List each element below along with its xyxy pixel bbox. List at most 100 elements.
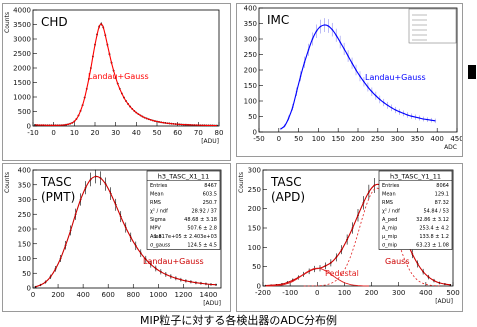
chd-fit-label: Landau+Gauss bbox=[88, 72, 149, 81]
tasc_apd-y-tick-label: 250 bbox=[248, 186, 261, 194]
tasc-apd-gauss-curve bbox=[303, 187, 440, 287]
tasc_apd-x-tick-label: 100 bbox=[338, 289, 351, 297]
tasc_pmt-x-tick-label: 1200 bbox=[174, 291, 192, 299]
tasc_pmt-x-tick-label: 1400 bbox=[200, 291, 218, 299]
imc-y-tick-label: 250 bbox=[244, 51, 257, 59]
tasc_apd-stats-key: Entries bbox=[382, 183, 400, 189]
tasc_apd-stats-value: 87.32 bbox=[435, 200, 449, 206]
tasc_pmt-x-tick-label: 600 bbox=[102, 291, 115, 299]
tasc_apd-stats-key: RMS bbox=[382, 200, 393, 206]
tasc_pmt-stats-value: 1.817e+05 ± 2.403e+03 bbox=[154, 234, 217, 240]
tasc_apd-x-tick-label: 300 bbox=[392, 289, 405, 297]
chd-x-tick-label: 70 bbox=[194, 129, 203, 137]
tasc_apd-stats-value: 54.84 / 53 bbox=[423, 209, 449, 215]
imc-y-tick-label: 150 bbox=[244, 82, 257, 90]
tasc_pmt-stats-value: 603.5 bbox=[203, 192, 217, 198]
chd-fit-curve bbox=[34, 23, 217, 127]
tasc_apd-stats-value: 8064 bbox=[436, 183, 449, 189]
tasc_apd-stats-key: σ_mip bbox=[382, 243, 397, 249]
tasc_pmt-x-tick-label: 400 bbox=[76, 291, 89, 299]
imc-adc-histogram: -50 0 50 100 150 200 250 300 350 400 4500501001502… bbox=[244, 5, 463, 152]
tasc_apd-y-tick-label: 50 bbox=[252, 263, 261, 271]
tasc_pmt-stats-key: σ_gauss bbox=[150, 243, 171, 249]
chd-y-tick-label: 3000 bbox=[13, 36, 31, 44]
chd-y-tick-label: 3500 bbox=[13, 21, 31, 29]
tasc_apd-stats-key: χ² / ndf bbox=[382, 209, 400, 215]
tasc-apd-panel: -200 -100 0 100 200 300 400 500 0 50 100 150 200 250 3… bbox=[236, 163, 463, 312]
tasc_apd-stats-key: Mean bbox=[382, 192, 396, 198]
tasc_pmt-stats-title: h3_TASC_X1_11 bbox=[158, 173, 209, 181]
tasc_pmt-stats-key: χ² / ndf bbox=[150, 209, 168, 215]
tasc_apd-y-axis-label: Counts bbox=[238, 172, 245, 193]
tasc_apd-x-tick-label: -100 bbox=[282, 289, 298, 297]
chd-x-tick-label: 80 bbox=[215, 129, 224, 137]
chd-panel-title: CHD bbox=[41, 15, 68, 29]
chd-adc-histogram: -10 0 10 20 30 40 50 60 70 8005001000150020002500… bbox=[4, 7, 224, 146]
tasc_apd-stats-value: 63.23 ± 1.08 bbox=[416, 243, 449, 249]
tasc_pmt-stats-key: Sigma bbox=[150, 217, 166, 223]
imc-x-tick-label: 0 bbox=[277, 135, 281, 143]
tasc-pmt-adc-histogram: 0 200 400 600 800 1000 1200 1400 0 50 100 150 200 250… bbox=[4, 167, 222, 307]
imc-y-tick-label: 100 bbox=[244, 98, 257, 106]
chd-panel: -10 0 10 20 30 40 50 60 70 80 0 500 1000 1500 2000 2500… bbox=[2, 3, 231, 161]
tasc-apd-pedestal-label: Pedestal bbox=[325, 269, 359, 278]
chd-x-tick-label: 0 bbox=[51, 129, 55, 137]
tasc_pmt-fit-label: Landau+Gauss bbox=[143, 257, 204, 266]
imc-x-tick-label: 400 bbox=[431, 135, 444, 143]
tasc_pmt-panel-subtitle: (PMT) bbox=[41, 190, 75, 204]
chd-x-tick-label: 10 bbox=[70, 129, 79, 137]
tasc_apd-stats-key: μ_mip bbox=[382, 234, 397, 240]
tasc_pmt-y-tick-label: 250 bbox=[18, 211, 31, 219]
tasc-apd-adc-histogram: -200 -100 0 100 200 300 400 500 0 50 100 150 200 250 3… bbox=[238, 167, 460, 306]
tasc_pmt-y-tick-label: 300 bbox=[18, 196, 31, 204]
imc-y-tick-label: 50 bbox=[248, 113, 257, 121]
chd-y-tick-label: 0 bbox=[27, 123, 31, 131]
tasc_pmt-y-tick-label: 150 bbox=[18, 240, 31, 248]
chd-x-axis-label: [ADU] bbox=[201, 138, 219, 145]
tasc_apd-stats-key: A_ped bbox=[382, 217, 397, 223]
tasc_pmt-stats-key: Mean bbox=[150, 192, 164, 198]
tasc_pmt-stats-box bbox=[146, 170, 221, 250]
imc-x-tick-label: 250 bbox=[371, 135, 384, 143]
imc-x-tick-label: 100 bbox=[312, 135, 325, 143]
imc-stats-box bbox=[408, 8, 457, 44]
tasc_pmt-x-axis-label: [ADU] bbox=[203, 300, 221, 307]
chd-x-tick-label: -10 bbox=[27, 129, 38, 137]
chd-y-tick-label: 500 bbox=[18, 108, 31, 116]
tasc_apd-x-tick-label: 500 bbox=[446, 289, 459, 297]
imc-x-tick-label: 150 bbox=[332, 135, 345, 143]
tasc_pmt-stats-value: 28.92 / 37 bbox=[191, 209, 217, 215]
tasc_apd-y-tick-label: 100 bbox=[248, 244, 261, 252]
tasc_apd-fit-curve bbox=[265, 183, 451, 287]
tasc_apd-x-tick-label: 0 bbox=[315, 289, 319, 297]
tasc_apd-y-tick-label: 300 bbox=[248, 167, 261, 175]
chd-x-tick-label: 40 bbox=[132, 129, 141, 137]
tasc_apd-panel-title: TASC bbox=[270, 175, 302, 189]
tasc_pmt-stats-key: RMS bbox=[150, 200, 161, 206]
imc-y-tick-label: 400 bbox=[244, 5, 257, 13]
chd-y-tick-label: 2000 bbox=[13, 65, 31, 73]
tasc_apd-stats-value: 133.8 ± 1.2 bbox=[419, 234, 449, 240]
tasc_apd-stats-key: A_mip bbox=[382, 226, 397, 232]
imc-fit-curve bbox=[280, 24, 436, 130]
tasc_apd-fit-label: Gauss bbox=[385, 257, 410, 266]
imc-y-tick-label: 200 bbox=[244, 67, 257, 75]
tasc-pmt-panel: 0 200 400 600 800 1000 1200 1400 0 50 100 150 200 250… bbox=[2, 163, 231, 312]
tasc_apd-stats-value: 32.86 ± 3.12 bbox=[416, 217, 449, 223]
chd-x-tick-label: 20 bbox=[91, 129, 100, 137]
tasc_pmt-stats-value: 48.68 ± 3.18 bbox=[184, 217, 217, 223]
imc-x-tick-label: 450 bbox=[450, 135, 463, 143]
imc-x-tick-label: 300 bbox=[391, 135, 404, 143]
tasc_pmt-stats-key: Entries bbox=[150, 183, 168, 189]
figure-caption: MIP粒子に対する各検出器のADC分布例 bbox=[139, 314, 338, 327]
tasc_apd-x-tick-label: 200 bbox=[365, 289, 378, 297]
tasc_apd-panel-subtitle: (APD) bbox=[271, 190, 305, 204]
tasc_pmt-x-tick-label: 800 bbox=[127, 291, 140, 299]
imc-x-tick-label: 350 bbox=[411, 135, 424, 143]
tasc_pmt-stats-key: MPV bbox=[150, 226, 161, 232]
tasc_pmt-y-axis-label: Counts bbox=[4, 172, 11, 193]
chd-y-tick-label: 1000 bbox=[13, 94, 31, 102]
imc-x-tick-label: 50 bbox=[294, 135, 303, 143]
tasc_pmt-stats-key: Area bbox=[150, 234, 162, 240]
tasc_apd-x-axis-label: [ADU] bbox=[435, 298, 453, 305]
